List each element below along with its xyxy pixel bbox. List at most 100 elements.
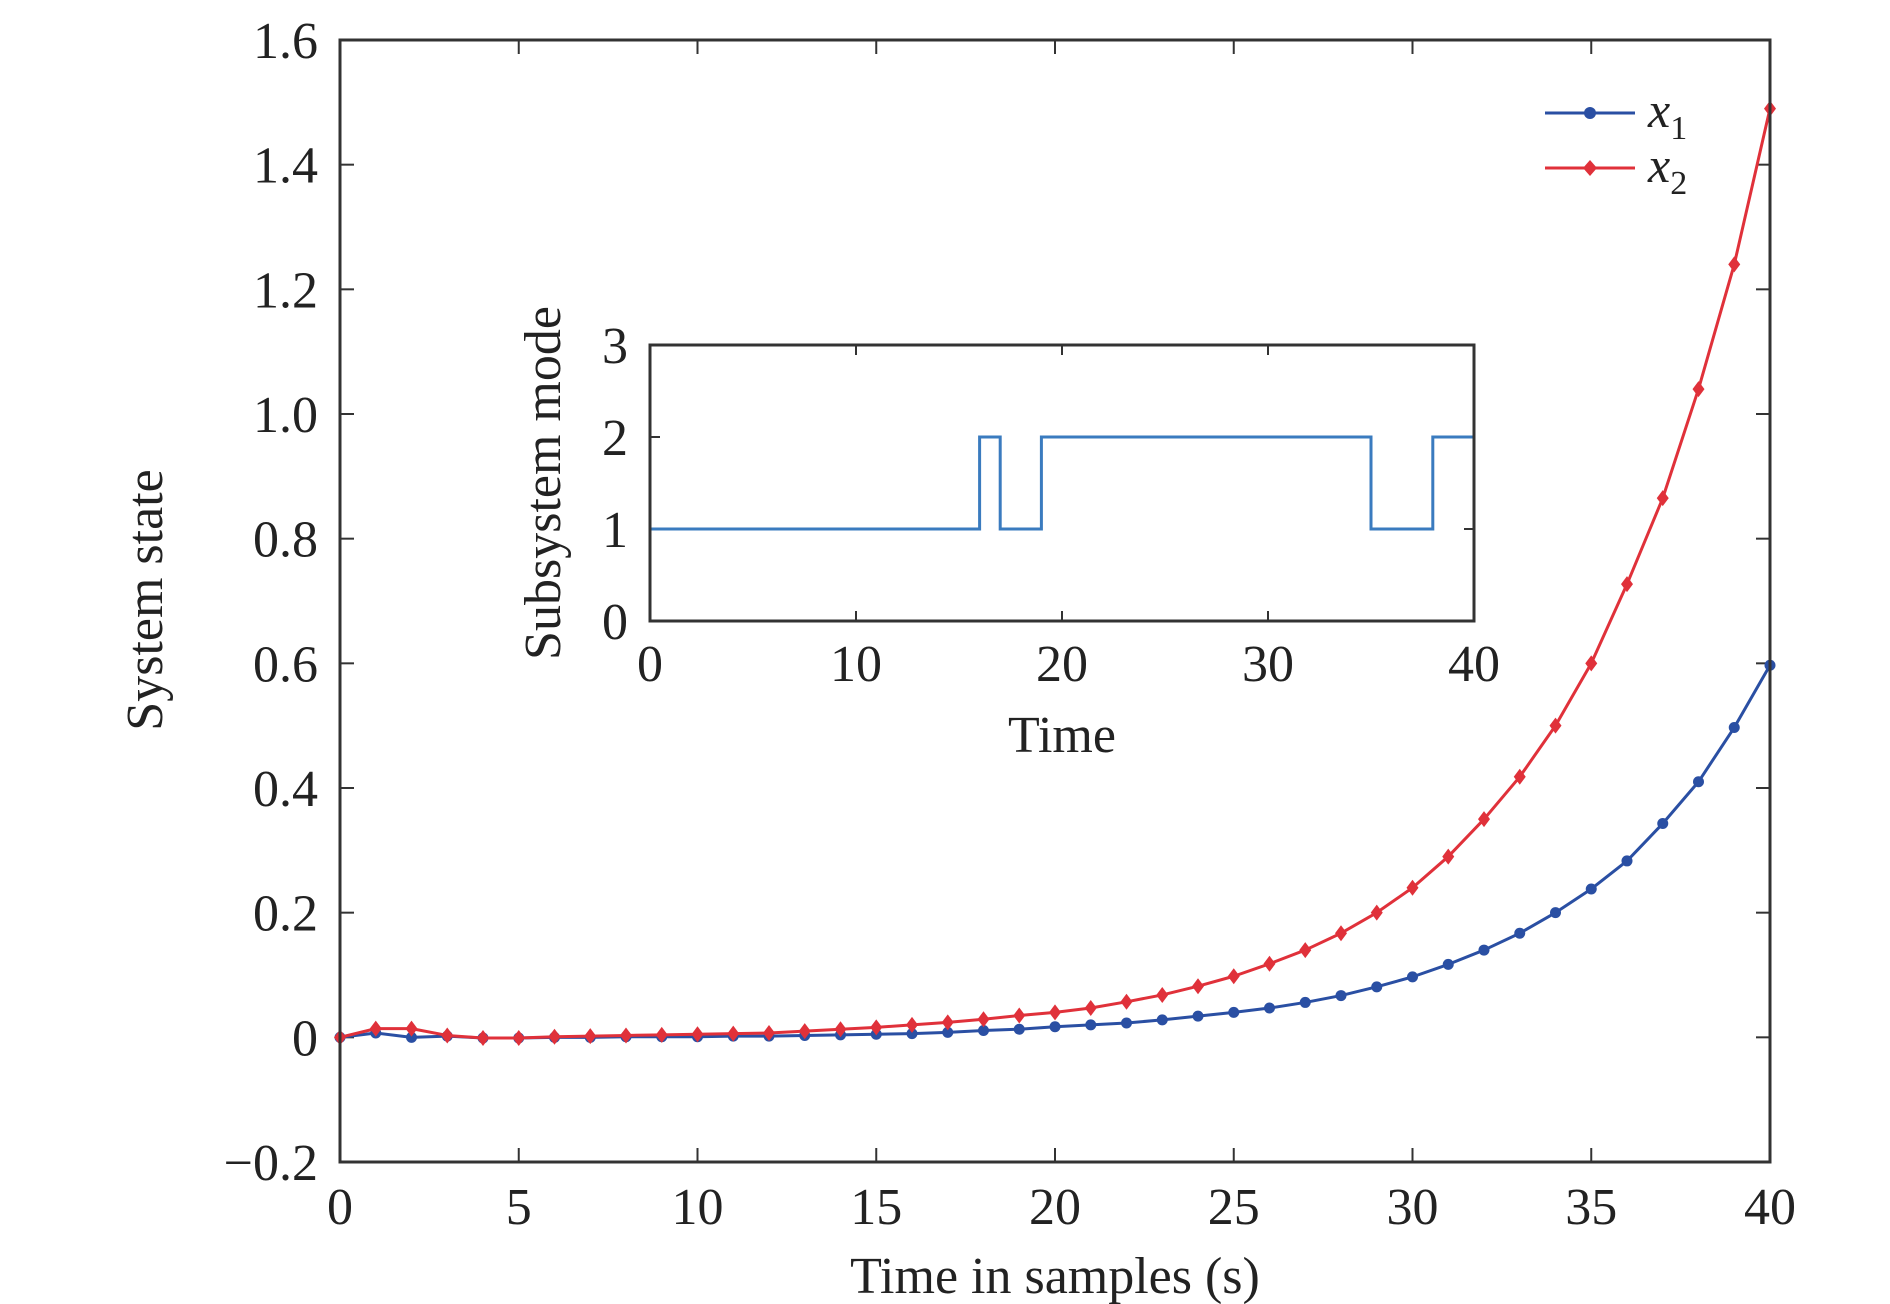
inset-x-tick-label: 20 [1036, 636, 1088, 693]
legend-label-x2: x2 [1647, 137, 1687, 202]
data-point-x2 [548, 1028, 561, 1045]
data-point-x1 [1013, 1023, 1025, 1035]
main-y-tick-label: 0 [292, 1010, 318, 1067]
data-point-x2 [1442, 848, 1455, 865]
main-x-tick-label: 15 [850, 1179, 902, 1236]
inset-plot-frame [648, 343, 1476, 623]
data-point-x2 [512, 1029, 525, 1046]
inset-series-group [650, 435, 1474, 531]
data-point-x2 [834, 1021, 847, 1038]
legend-marker-x1 [1584, 107, 1596, 119]
inset-x-tick-label: 30 [1242, 636, 1294, 693]
inset-y-axis-label: Subsystem mode [515, 306, 572, 660]
data-point-x2 [906, 1016, 918, 1033]
data-point-x2 [727, 1025, 740, 1042]
main-y-tick-label: −0.2 [224, 1135, 318, 1192]
data-point-x2 [798, 1023, 811, 1040]
main-x-tick-label: 25 [1208, 1179, 1260, 1236]
main-y-tick-label: 1.6 [253, 13, 318, 70]
data-point-x2 [1406, 879, 1419, 896]
data-point-x2 [1621, 576, 1633, 593]
inset-x-axis-label: Time [1008, 707, 1116, 764]
legend-item-x1: x1 [1545, 82, 1687, 147]
data-point-x2 [1370, 904, 1383, 921]
main-x-tick-label: 0 [327, 1179, 353, 1236]
inset-y-tick-label: 1 [602, 502, 628, 559]
data-point-x2 [691, 1026, 704, 1043]
inset-background [650, 345, 1474, 621]
data-point-x2 [1656, 490, 1669, 507]
main-y-tick-label: 1.2 [253, 262, 318, 319]
data-point-x2 [1728, 256, 1741, 273]
data-point-x1 [1585, 883, 1597, 895]
legend-item-x2: x2 [1545, 137, 1687, 202]
inset-y-tick-label: 3 [602, 318, 628, 375]
data-point-x1 [1728, 722, 1740, 734]
data-point-x2 [477, 1029, 489, 1046]
data-point-x1 [1693, 776, 1704, 788]
data-point-x1 [1156, 1014, 1168, 1026]
legend-label-x1-name: x [1647, 82, 1670, 138]
data-point-x1 [1192, 1010, 1204, 1022]
data-point-x2 [1192, 978, 1204, 995]
data-point-x1 [1049, 1021, 1061, 1033]
main-x-tick-label: 30 [1387, 1179, 1439, 1236]
inset-chart: 0 10 20 30 40 0 1 2 3 Time Subsystem mode [515, 306, 1500, 764]
main-y-tick-label: 1.0 [253, 387, 318, 444]
data-point-x1 [1371, 981, 1383, 993]
data-point-x2 [1227, 968, 1240, 985]
main-x-tick-label: 5 [506, 1179, 532, 1236]
inset-x-tick-label: 10 [830, 636, 882, 693]
main-y-tick-label: 0.8 [253, 512, 318, 569]
data-point-x2 [1335, 925, 1347, 942]
inset-y-tick-label: 0 [602, 594, 628, 651]
data-point-x2 [1299, 942, 1312, 959]
main-y-tick-label: 1.4 [253, 138, 318, 195]
data-point-x1 [1228, 1006, 1240, 1018]
data-point-x1 [906, 1028, 918, 1040]
data-point-x2 [1156, 986, 1169, 1003]
data-point-x2 [1120, 993, 1133, 1010]
main-x-tick-label: 10 [672, 1179, 724, 1236]
data-point-x2 [1263, 955, 1276, 972]
data-point-x2 [1084, 1000, 1097, 1017]
main-y-tick-label: 0.2 [253, 886, 318, 943]
data-point-x2 [655, 1026, 668, 1043]
inset-x-tick-label: 40 [1448, 636, 1500, 693]
data-point-x1 [978, 1024, 989, 1036]
data-point-x1 [1442, 958, 1454, 970]
data-point-x2 [1513, 768, 1526, 785]
data-point-x1 [1121, 1017, 1132, 1029]
data-point-x1 [1264, 1002, 1275, 1014]
inset-axis-ticks: 0 10 20 30 40 0 1 2 3 [602, 318, 1500, 693]
data-point-x2 [441, 1027, 454, 1044]
data-point-x2 [941, 1014, 954, 1031]
legend-label-x2-subscript: 2 [1670, 165, 1687, 202]
data-point-x2 [1478, 811, 1490, 828]
data-point-x2 [369, 1020, 382, 1037]
inset-y-tick-label: 2 [602, 410, 628, 467]
legend: x1 x2 [1545, 82, 1687, 202]
main-y-tick-label: 0.6 [253, 636, 318, 693]
legend-label-x2-name: x [1647, 137, 1670, 193]
data-point-x2 [763, 1024, 775, 1041]
data-point-x1 [1085, 1019, 1097, 1031]
legend-marker-x2 [1583, 160, 1597, 176]
legend-label-x1: x1 [1647, 82, 1687, 147]
data-point-x1 [1478, 944, 1490, 956]
main-x-tick-label: 40 [1744, 1179, 1796, 1236]
data-point-x2 [977, 1011, 990, 1028]
inset-x-tick-label: 0 [637, 636, 663, 693]
data-point-x1 [1550, 907, 1561, 919]
main-plot-frame [338, 38, 1772, 1164]
data-point-x1 [1407, 971, 1418, 983]
data-point-x1 [1621, 855, 1633, 867]
main-series-group [334, 100, 1776, 1046]
main-x-axis-label: Time in samples (s) [850, 1248, 1260, 1304]
data-point-x2 [1049, 1004, 1061, 1021]
data-point-x2 [1013, 1007, 1026, 1024]
main-x-tick-label: 35 [1565, 1179, 1617, 1236]
data-point-x1 [942, 1026, 954, 1038]
data-point-x1 [1514, 927, 1526, 939]
